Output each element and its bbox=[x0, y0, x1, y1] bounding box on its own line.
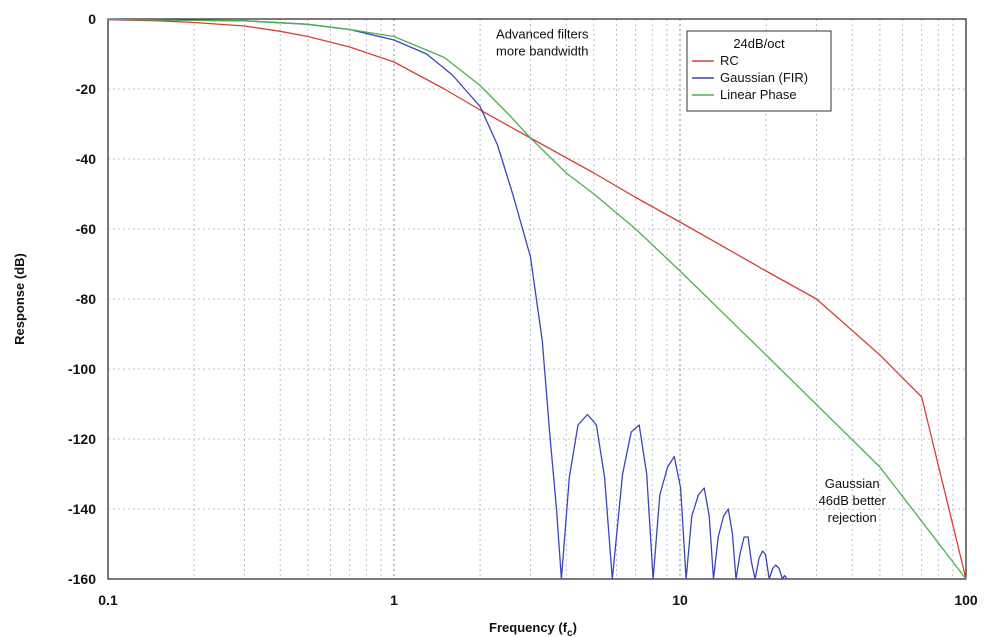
series-line-linear-phase bbox=[107, 18, 967, 580]
y-tick-label: -120 bbox=[68, 431, 96, 447]
x-axis-title-close: ) bbox=[573, 620, 577, 635]
y-tick-label: -160 bbox=[68, 571, 96, 587]
y-tick-label: -60 bbox=[76, 221, 96, 237]
y-tick-label: -100 bbox=[68, 361, 96, 377]
legend-box bbox=[686, 30, 832, 112]
legend-label: Linear Phase bbox=[720, 87, 797, 102]
legend-label: Gaussian (FIR) bbox=[720, 70, 808, 85]
x-tick-label: 10 bbox=[672, 592, 688, 608]
y-tick-label: 0 bbox=[88, 11, 96, 27]
x-tick-label: 1 bbox=[390, 592, 398, 608]
legend-items: RC Gaussian (FIR) Linear Phase bbox=[692, 53, 808, 102]
annotation-adv-line: Advanced filters bbox=[496, 26, 589, 41]
annotation-gauss-line: rejection bbox=[828, 510, 877, 525]
annotation-gauss-line: Gaussian bbox=[825, 476, 880, 491]
legend-label: RC bbox=[720, 53, 739, 68]
series-line-gaussian-fir bbox=[107, 18, 788, 580]
y-tick-label: -140 bbox=[68, 501, 96, 517]
y-tick-label: -80 bbox=[76, 291, 96, 307]
series-line-rc bbox=[107, 19, 967, 580]
legend: 24dB/oct RC Gaussian (FIR) Linear Phase bbox=[686, 30, 832, 112]
annotations: Advanced filters more bandwidth Gaussian 46… bbox=[496, 26, 886, 525]
y-axis-title: Response (dB) bbox=[12, 253, 27, 345]
series-lines bbox=[107, 18, 967, 580]
y-tick-label: -40 bbox=[76, 151, 96, 167]
x-axis-title-subscript: c bbox=[567, 628, 573, 637]
tick-labels: 0.1 1 10 100 0 -20 -40 -60 -80 -100 -120 -140 -160 bbox=[68, 11, 978, 608]
x-tick-label: 0.1 bbox=[98, 592, 118, 608]
plot-area-frame bbox=[107, 18, 967, 580]
x-tick-label: 100 bbox=[954, 592, 978, 608]
legend-title: 24dB/oct bbox=[733, 36, 785, 51]
annotation-adv-line: more bandwidth bbox=[496, 43, 589, 58]
annotation-gauss-line: 46dB better bbox=[819, 493, 887, 508]
x-axis-title-main: Frequency (f bbox=[489, 620, 568, 635]
x-axis-title: Frequency (fc) bbox=[489, 620, 577, 637]
y-tick-label: -20 bbox=[76, 81, 96, 97]
